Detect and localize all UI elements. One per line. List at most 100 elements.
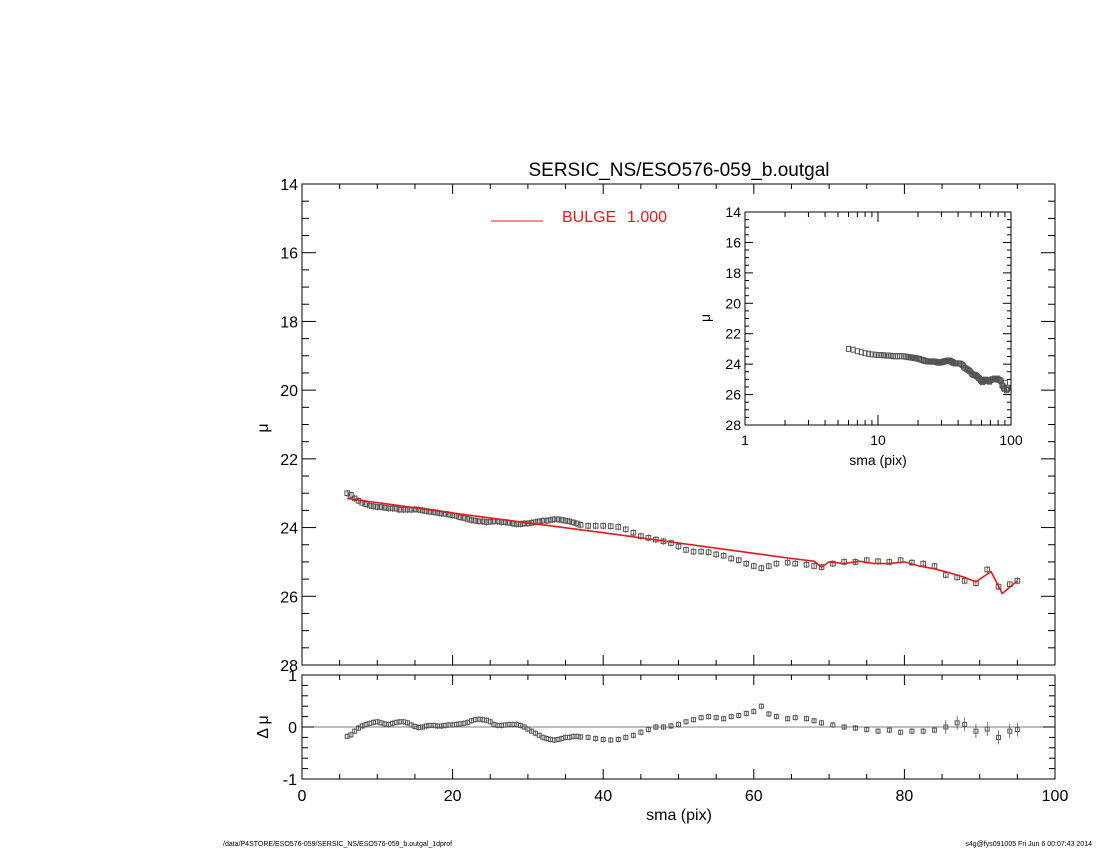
residual-data-point	[841, 724, 847, 730]
residual-data-point	[743, 710, 749, 716]
residual-x-tick-label: 20	[444, 788, 462, 805]
main-data-point	[792, 560, 799, 567]
main-y-tick-label: 18	[280, 314, 298, 331]
inset-axis-ticks	[744, 211, 1012, 426]
main-data-point	[995, 583, 1002, 590]
main-y-axis-label: μ	[255, 423, 272, 432]
residual-data-point	[909, 728, 915, 734]
main-data-point	[551, 516, 558, 523]
residual-data-point	[898, 729, 904, 735]
main-data-point	[1014, 578, 1021, 584]
residual-data-point	[758, 703, 764, 709]
main-data-point	[728, 555, 735, 562]
main-y-tick-label: 20	[280, 383, 298, 400]
residual-y-tick-label: -1	[283, 772, 297, 789]
main-data-point	[811, 563, 817, 569]
main-data-point	[735, 557, 742, 564]
legend-label: BULGE	[562, 209, 616, 226]
residual-y-tick-label: 0	[288, 720, 297, 737]
main-data-point	[984, 566, 991, 573]
residual-data-point	[785, 716, 791, 722]
main-data-points	[344, 489, 1021, 591]
inset-x-tick-label: 1	[741, 432, 749, 448]
inset-y-tick-label: 28	[725, 417, 741, 433]
residual-data-points	[344, 703, 1020, 745]
residual-data-point	[773, 714, 779, 720]
legend-value: 1.000	[627, 209, 667, 226]
residual-data-point	[600, 736, 606, 742]
main-data-point	[743, 560, 750, 567]
residual-data-point	[623, 734, 629, 740]
residual-data-point	[954, 720, 960, 726]
main-data-point	[577, 522, 584, 528]
main-data-point	[720, 552, 727, 559]
residual-data-point	[683, 719, 689, 725]
residual-data-point	[645, 727, 651, 733]
inset-x-tick-label: 10	[870, 432, 886, 448]
inset-data-point	[959, 361, 965, 368]
main-data-point	[592, 523, 599, 529]
main-data-point	[382, 504, 388, 511]
main-data-point	[389, 505, 396, 512]
main-data-point	[348, 492, 354, 498]
main-data-point	[483, 519, 490, 525]
residual-data-point	[706, 714, 712, 720]
residual-x-tick-label: 40	[594, 788, 612, 805]
residual-data-point	[943, 724, 949, 730]
main-data-point	[464, 516, 471, 522]
main-data-point	[555, 516, 561, 523]
main-data-point	[566, 518, 573, 525]
main-data-point	[479, 518, 486, 525]
main-data-point	[543, 517, 550, 524]
main-data-point	[472, 517, 478, 524]
residual-data-point	[852, 725, 858, 731]
residual-data-point	[585, 734, 591, 740]
inset-y-tick-label: 14	[725, 204, 741, 220]
main-y-tick-label: 16	[280, 246, 298, 263]
inset-y-tick-label: 18	[725, 265, 741, 281]
main-y-tick-label: 22	[280, 452, 298, 469]
main-data-point	[630, 529, 637, 536]
main-data-point	[607, 523, 614, 529]
inset-data-point	[869, 351, 875, 358]
main-data-point	[713, 551, 719, 558]
main-data-point	[705, 549, 712, 556]
residual-data-point	[973, 728, 979, 734]
inset-y-tick-label: 26	[725, 387, 741, 403]
residual-data-point	[1007, 728, 1013, 734]
residual-data-point	[653, 724, 659, 730]
residual-data-point	[804, 716, 810, 722]
residual-data-point	[593, 735, 599, 741]
residual-data-point	[932, 727, 938, 733]
main-data-point	[385, 505, 392, 512]
residual-data-point	[984, 726, 990, 732]
bulge-model-line	[347, 497, 1018, 595]
inset-log-plot: 14 16 18 20 22 24 26 281 10 100 sma (pix) μ	[697, 204, 1023, 468]
residual-data-point	[1014, 727, 1020, 733]
residual-data-point	[751, 708, 757, 714]
residual-x-tick-label: 80	[896, 788, 914, 805]
inset-data-point	[872, 351, 878, 358]
main-data-point	[540, 517, 546, 524]
residual-data-point	[792, 715, 798, 721]
main-title: SERSIC_NS/ESO576-059_b.outgal	[528, 160, 829, 181]
main-data-point	[784, 559, 791, 566]
main-tick-labels: 14 16 18 20 22 24 26 28	[280, 177, 298, 675]
main-y-tick-label: 24	[280, 521, 298, 538]
main-data-point	[558, 517, 565, 523]
inset-x-tick-label: 100	[999, 432, 1023, 448]
residual-data-point	[996, 734, 1002, 740]
residual-data-point	[676, 721, 681, 727]
main-data-point	[622, 526, 629, 533]
main-data-point	[683, 547, 689, 553]
residual-data-point	[886, 727, 892, 733]
main-data-point	[468, 517, 475, 523]
residual-data-point	[615, 736, 621, 742]
inset-data-point	[878, 352, 884, 359]
main-data-point	[415, 506, 422, 513]
residual-data-point	[728, 714, 734, 720]
main-data-point	[758, 565, 765, 571]
main-data-point	[920, 560, 927, 567]
